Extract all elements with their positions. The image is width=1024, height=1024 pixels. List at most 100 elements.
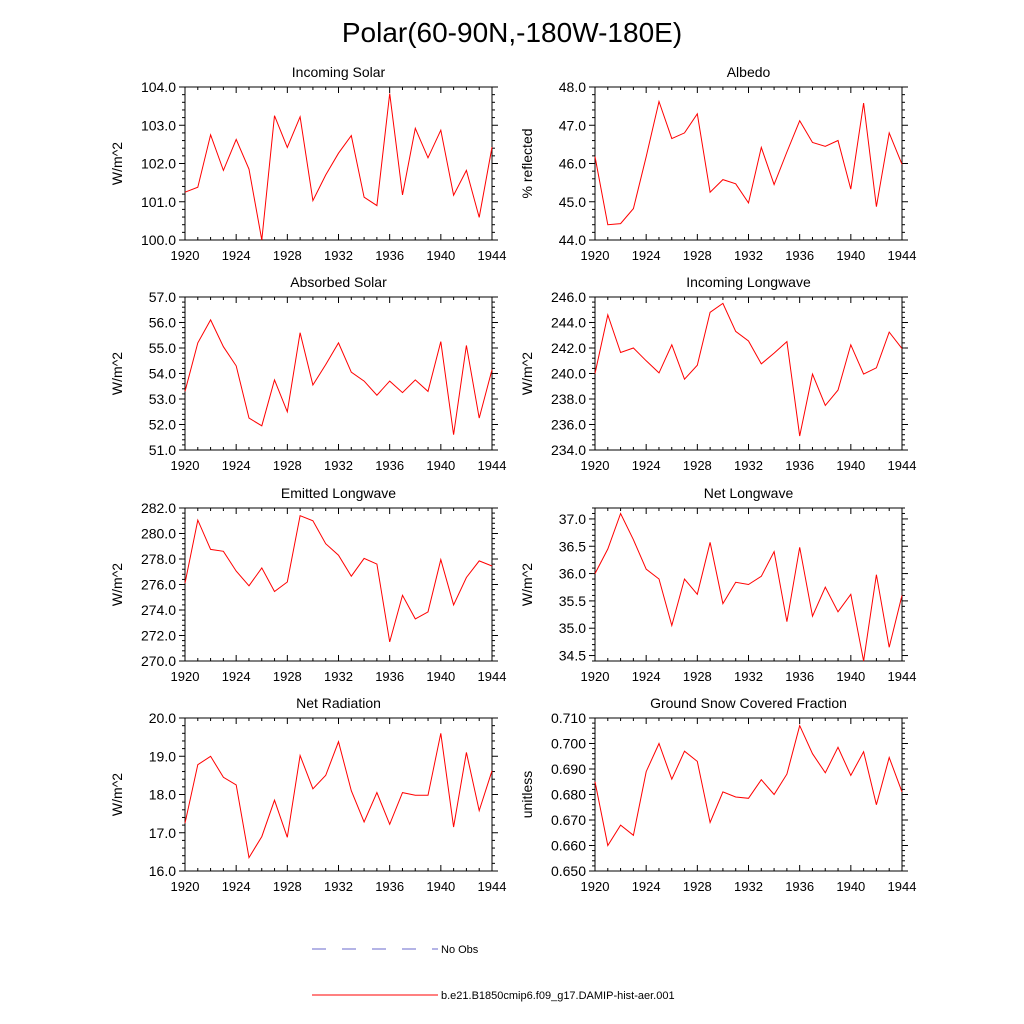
y-tick-label: 0.690 [551,761,586,777]
y-tick-label: 0.670 [551,812,586,828]
y-tick-label: 238.0 [551,391,586,407]
x-tick-label: 1932 [324,248,353,263]
chart-title: Incoming Longwave [686,274,811,290]
chart-panel-1: 1920 1924 1928 1932 1936 1940 1944 100.0 101.0 10… [109,64,506,263]
chart-panel-8: 1920 1924 1928 1932 1936 1940 1944 0.650 0.660 0.… [519,695,916,894]
y-tick-label: 47.0 [559,117,586,133]
y-tick-label: 0.650 [551,863,586,879]
y-tick-label: 56.0 [149,315,176,331]
series-line [594,99,903,226]
x-tick-label: 1928 [273,458,302,473]
y-axis-label: W/m^2 [519,352,535,395]
y-tick-label: 35.5 [559,593,586,609]
y-axis-label: W/m^2 [109,142,125,185]
x-tick-label: 1944 [478,669,507,684]
y-tick-label: 55.0 [149,340,176,356]
x-tick-label: 1924 [632,458,661,473]
x-tick-label: 1932 [734,879,763,894]
legend-obs-label: No Obs [441,944,479,956]
x-tick-label: 1936 [375,879,404,894]
x-tick-label: 1936 [785,669,814,684]
x-tick-label: 1920 [581,458,610,473]
chart-title: Absorbed Solar [290,274,387,290]
x-tick-label: 1932 [734,248,763,263]
y-tick-label: 34.5 [559,648,586,664]
x-tick-label: 1924 [632,248,661,263]
x-tick-label: 1928 [683,248,712,263]
y-tick-label: 46.0 [559,156,586,172]
chart-title: Net Radiation [296,695,381,711]
y-tick-label: 101.0 [141,194,176,210]
x-tick-label: 1944 [888,458,917,473]
x-tick-label: 1944 [888,669,917,684]
y-tick-label: 57.0 [149,289,176,305]
series-line [184,93,493,241]
x-tick-label: 1920 [171,879,200,894]
x-tick-label: 1932 [324,669,353,684]
y-tick-label: 270.0 [141,653,176,669]
y-tick-label: 19.0 [149,748,176,764]
x-tick-label: 1920 [171,248,200,263]
x-tick-label: 1928 [683,669,712,684]
x-tick-label: 1936 [785,458,814,473]
chart-panel-5: 1920 1924 1928 1932 1936 1940 1944 270.0 272.0 27… [109,485,506,684]
y-tick-label: 242.0 [551,340,586,356]
y-tick-label: 0.660 [551,838,586,854]
y-axis-label: W/m^2 [109,563,125,606]
y-tick-label: 246.0 [551,289,586,305]
chart-panel-4: 1920 1924 1928 1932 1936 1940 1944 234.0 236.0 23… [519,274,916,473]
legend-model-label: b.e21.B1850cmip6.f09_g17.DAMIP-hist-aer.… [441,990,675,1002]
x-tick-label: 1920 [581,669,610,684]
chart-title: Emitted Longwave [281,485,396,501]
x-tick-label: 1924 [222,879,251,894]
y-tick-label: 104.0 [141,79,176,95]
y-axis-label: unitless [519,771,535,818]
x-tick-label: 1924 [632,879,661,894]
chart-title: Net Longwave [704,485,794,501]
y-tick-label: 278.0 [141,551,176,567]
y-tick-label: 53.0 [149,391,176,407]
y-tick-label: 280.0 [141,526,176,542]
x-tick-label: 1932 [734,669,763,684]
series-line [184,318,493,435]
y-tick-label: 17.0 [149,825,176,841]
y-tick-label: 282.0 [141,500,176,516]
x-tick-label: 1944 [478,879,507,894]
x-tick-label: 1920 [171,669,200,684]
y-tick-label: 35.0 [559,620,586,636]
x-tick-label: 1928 [683,458,712,473]
y-tick-label: 240.0 [551,366,586,382]
x-tick-label: 1936 [375,248,404,263]
chart-panel-2: 1920 1924 1928 1932 1936 1940 1944 44.0 45.0 46.0… [519,64,916,263]
y-tick-label: 276.0 [141,577,176,593]
x-tick-label: 1944 [888,248,917,263]
y-tick-label: 37.0 [559,511,586,527]
x-tick-label: 1924 [222,669,251,684]
x-tick-label: 1932 [324,458,353,473]
series-line [594,512,903,662]
x-tick-label: 1924 [632,669,661,684]
y-tick-label: 48.0 [559,79,586,95]
y-tick-label: 20.0 [149,710,176,726]
y-tick-label: 100.0 [141,232,176,248]
x-tick-label: 1932 [734,458,763,473]
y-axis-label: W/m^2 [109,773,125,816]
x-tick-label: 1940 [836,458,865,473]
x-tick-label: 1924 [222,458,251,473]
x-tick-label: 1940 [426,458,455,473]
x-tick-label: 1936 [785,879,814,894]
y-tick-label: 45.0 [559,194,586,210]
x-tick-label: 1924 [222,248,251,263]
x-tick-label: 1936 [375,458,404,473]
x-tick-label: 1928 [273,879,302,894]
x-tick-label: 1936 [375,669,404,684]
y-tick-label: 44.0 [559,232,586,248]
series-line [184,515,493,643]
x-tick-label: 1936 [785,248,814,263]
y-tick-label: 244.0 [551,315,586,331]
x-tick-label: 1940 [426,669,455,684]
chart-panel-6: 1920 1924 1928 1932 1936 1940 1944 34.5 35.0 35.5… [519,485,916,684]
legend: No Obs b.e21.B1850cmip6.f09_g17.DAMIP-hi… [312,944,675,1002]
x-tick-label: 1940 [836,248,865,263]
